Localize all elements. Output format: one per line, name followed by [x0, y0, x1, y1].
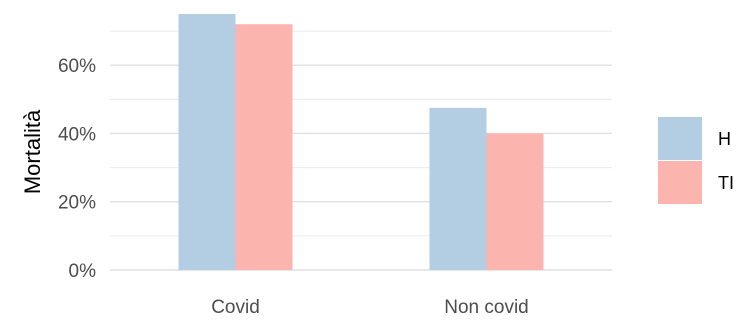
bar-ti-non-covid: [486, 133, 544, 270]
legend-label-ti: TI: [718, 173, 734, 193]
legend-key-h: [658, 117, 702, 160]
y-tick-label: 60%: [58, 56, 96, 77]
y-axis-ticks: 0% 20% 40% 60%: [58, 56, 96, 282]
bar-h-non-covid: [429, 107, 487, 270]
x-tick-label: Covid: [211, 297, 260, 318]
y-tick-label: 20%: [58, 193, 96, 214]
y-axis-title: Mortalità: [20, 109, 45, 194]
x-axis-ticks: Covid Non covid: [211, 297, 529, 318]
bars: [178, 14, 544, 270]
legend-label-h: H: [718, 129, 731, 149]
x-tick-label: Non covid: [444, 297, 529, 318]
y-tick-label: 40%: [58, 124, 96, 145]
legend: H TI: [658, 117, 734, 204]
bar-h-covid: [178, 14, 236, 270]
bar-ti-covid: [235, 24, 293, 270]
y-tick-label: 0%: [69, 261, 97, 282]
legend-key-ti: [658, 161, 702, 204]
